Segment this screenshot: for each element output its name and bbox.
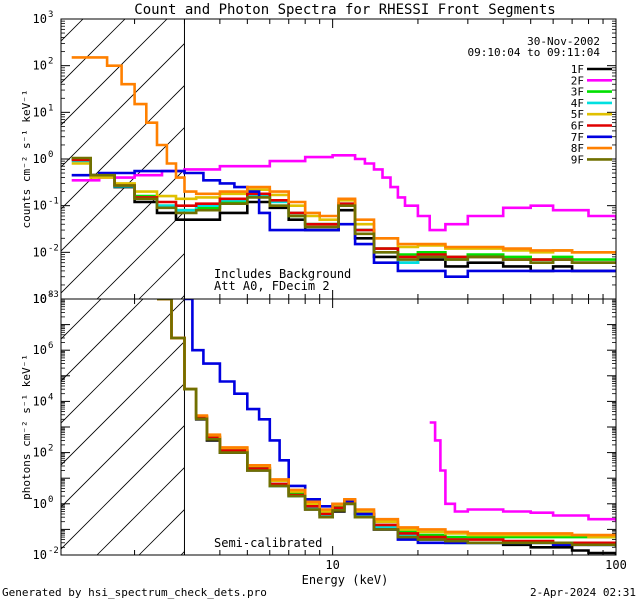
legend-label-7F: 7F <box>571 131 584 144</box>
bottom-annotation: Semi-calibrated <box>214 536 322 550</box>
top-series-7F <box>71 169 616 278</box>
bot-y-tick-label: 10-2 <box>33 546 59 562</box>
top-series-2F <box>71 154 616 232</box>
legend-label-9F: 9F <box>571 153 584 166</box>
bot-y-tick-label: 104 <box>33 392 54 408</box>
x-tick-label: 10 <box>325 558 339 572</box>
top-y-tick-label: 101 <box>33 103 54 119</box>
bot-series-6F <box>157 299 616 545</box>
bot-series-5F <box>157 299 616 539</box>
bot-series-1F <box>157 299 616 555</box>
bot-series-7F <box>184 299 616 548</box>
bot-y-tick-label: 100 <box>33 495 54 511</box>
bot-y-tick-label: 102 <box>33 444 54 460</box>
photons-panel: 10-2 100 102 104 106 108 10 100 <box>33 290 627 572</box>
footer-timestamp: 2-Apr-2024 02:31 <box>530 586 636 599</box>
bot-series-2F <box>429 421 616 522</box>
bot-y-tick-label: 106 <box>33 341 54 357</box>
top-y-tick-label: 10-3 <box>33 290 59 306</box>
x-tick-label: 100 <box>605 558 627 572</box>
legend-label-5F: 5F <box>571 108 584 121</box>
top-y-tick-label: 100 <box>33 150 54 166</box>
legend-label-4F: 4F <box>571 97 584 110</box>
top-y-tick-label: 10-2 <box>33 243 59 259</box>
counts-panel: 10-3 10-2 10-1 100 101 102 103 <box>33 10 617 306</box>
top-excluded-region-hatch <box>61 19 185 299</box>
bot-y-tick-label: 108 <box>33 290 54 306</box>
top-series-8F <box>71 56 616 254</box>
time-range-label: 09:10:04 to 09:11:04 <box>468 46 601 59</box>
legend-label-6F: 6F <box>571 120 584 133</box>
bot-series-4F <box>157 299 616 547</box>
top-series-9F <box>71 156 616 264</box>
legend-label-1F: 1F <box>571 63 584 76</box>
top-annotation-1: Includes Background <box>214 267 351 281</box>
bot-series-9F <box>157 299 616 548</box>
top-y-tick-label: 102 <box>33 57 54 73</box>
bottom-y-axis-label: photons cm⁻² s⁻¹ keV⁻¹ <box>20 354 33 500</box>
date-label: 30-Nov-2002 <box>527 35 600 48</box>
footer-generator: Generated by hsi_spectrum_check_dets.pro <box>2 586 267 599</box>
top-annotation-2: Att A0, FDecim 2 <box>214 279 330 293</box>
bot-series-3F <box>157 299 616 539</box>
top-y-axis-label: counts cm⁻² s⁻¹ keV⁻¹ <box>20 89 33 228</box>
chart-title: Count and Photon Spectra for RHESSI Fron… <box>134 2 555 18</box>
legend-label-8F: 8F <box>571 142 584 155</box>
top-y-tick-label: 103 <box>33 10 54 26</box>
bot-series-8F <box>157 299 616 537</box>
top-series-5F <box>71 162 616 254</box>
legend-label-3F: 3F <box>571 86 584 99</box>
top-y-tick-label: 10-1 <box>33 197 59 213</box>
x-axis-label: Energy (keV) <box>302 573 389 587</box>
plot-frame <box>60 18 617 556</box>
legend-label-2F: 2F <box>571 74 584 87</box>
